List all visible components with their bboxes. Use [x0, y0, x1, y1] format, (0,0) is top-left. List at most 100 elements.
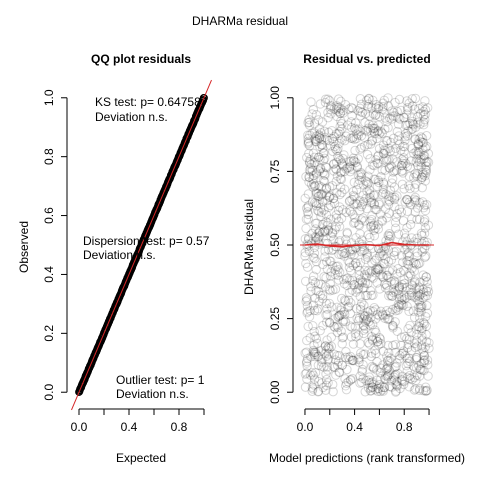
residual-point: [394, 204, 405, 215]
residual-point: [422, 290, 432, 301]
residual-point: [410, 207, 420, 217]
residual-point: [403, 271, 413, 281]
residual-point: [344, 196, 355, 207]
residual-panel: Residual vs. predicted 0.0 0.4 0.8 0.00 0.2…: [242, 52, 465, 465]
residual-point: [344, 287, 355, 298]
residual-point: [376, 374, 386, 384]
residual-point: [420, 96, 430, 106]
residual-point: [320, 252, 330, 262]
residual-point: [392, 157, 402, 167]
residual-point: [417, 182, 427, 193]
residual-point: [398, 348, 408, 358]
residual-point: [397, 282, 408, 293]
residual-point: [310, 197, 320, 208]
residual-point: [334, 216, 344, 227]
residual-point: [397, 376, 407, 386]
residual-point: [418, 102, 428, 112]
residual-point: [307, 382, 318, 393]
residual-point: [370, 123, 380, 133]
residual-point: [363, 337, 373, 348]
residual-point: [304, 114, 314, 125]
residual-point: [325, 141, 336, 151]
residual-point: [393, 368, 403, 379]
residual-point: [369, 174, 379, 184]
residual-point: [421, 286, 432, 296]
residual-point: [411, 353, 422, 363]
residual-point: [315, 141, 325, 152]
residual-point: [302, 335, 312, 346]
residual-point: [398, 237, 408, 247]
residual-point: [323, 342, 333, 353]
residual-point: [403, 339, 413, 350]
residual-point: [397, 160, 407, 171]
residual-point: [353, 283, 364, 294]
residual-point: [417, 331, 427, 341]
residual-point: [310, 232, 320, 242]
residual-point: [424, 338, 434, 348]
residual-point: [317, 117, 328, 127]
residual-point: [311, 224, 321, 234]
residual-point: [355, 144, 365, 154]
residual-point: [351, 258, 361, 268]
residual-point: [411, 363, 422, 373]
residual-point: [412, 237, 422, 248]
residual-point: [353, 179, 363, 190]
residual-point: [340, 317, 351, 327]
residual-point: [390, 143, 401, 153]
residual-point: [373, 175, 383, 185]
residual-point: [396, 145, 406, 155]
residual-point: [313, 115, 324, 125]
residual-point: [346, 156, 357, 166]
residual-point: [311, 265, 321, 275]
residual-point: [318, 148, 329, 158]
residual-point: [399, 113, 409, 123]
residual-point: [365, 189, 375, 199]
residual-point: [416, 307, 426, 317]
residual-point: [416, 341, 427, 351]
residual-point: [394, 94, 405, 105]
residual-point: [362, 250, 372, 260]
residual-point: [335, 174, 346, 184]
residual-point: [407, 214, 417, 224]
residual-point: [349, 134, 360, 144]
residual-point: [369, 231, 380, 241]
residual-point: [367, 210, 377, 221]
residual-point: [307, 368, 317, 378]
residual-point: [307, 228, 317, 239]
residual-point: [412, 160, 423, 171]
residual-point: [382, 136, 393, 146]
residual-point: [414, 134, 424, 144]
residual-point: [359, 283, 369, 293]
residual-point: [403, 323, 413, 334]
residual-point: [309, 128, 320, 138]
residual-point: [399, 376, 410, 386]
residual-point: [369, 220, 379, 230]
residual-point: [416, 162, 426, 172]
residual-point: [410, 384, 421, 394]
residual-point: [417, 325, 427, 336]
residual-point: [311, 257, 322, 267]
residual-point: [313, 386, 324, 397]
residual-point: [319, 177, 330, 187]
residual-point: [359, 141, 370, 151]
residual-point: [329, 104, 339, 114]
residual-point: [326, 341, 337, 352]
residual-point: [333, 311, 344, 322]
residual-point: [382, 364, 392, 374]
residual-point: [389, 375, 400, 385]
residual-point: [323, 112, 333, 123]
residual-point: [351, 243, 361, 253]
residual-point: [341, 164, 351, 174]
residual-point: [344, 354, 355, 365]
residual-point: [350, 213, 360, 223]
residual-point: [385, 381, 395, 392]
residual-point: [301, 203, 312, 213]
residual-point: [368, 109, 378, 119]
residual-point: [363, 123, 373, 133]
residual-point: [336, 213, 347, 224]
residual-point: [383, 194, 394, 205]
residual-point: [341, 234, 351, 245]
residual-point: [385, 113, 395, 123]
residual-point: [406, 113, 417, 123]
residual-point: [393, 113, 403, 123]
